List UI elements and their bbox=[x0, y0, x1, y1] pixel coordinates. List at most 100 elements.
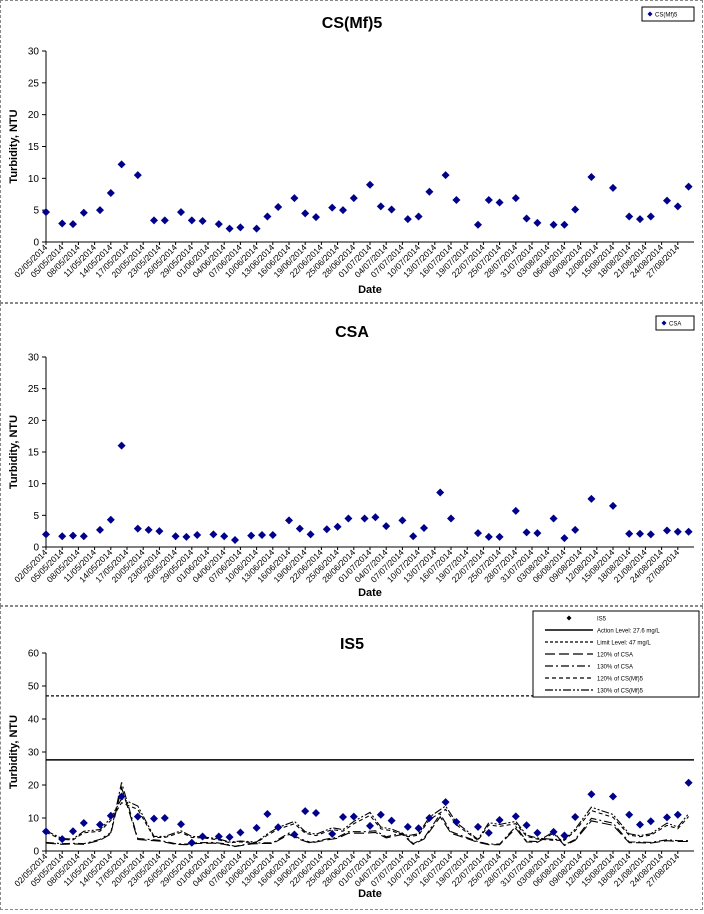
data-point bbox=[646, 530, 655, 539]
y-axis-label: Turbidity, NTU bbox=[8, 415, 20, 489]
data-point bbox=[587, 173, 596, 182]
data-point bbox=[268, 530, 277, 539]
data-point bbox=[155, 527, 164, 536]
data-point bbox=[587, 790, 596, 799]
y-tick-label: 60 bbox=[28, 649, 40, 660]
data-point bbox=[474, 529, 482, 538]
data-point bbox=[187, 838, 196, 847]
legend-box bbox=[641, 6, 695, 22]
legend-label: CSA bbox=[669, 322, 681, 328]
y-tick-label: 15 bbox=[28, 142, 40, 153]
data-point bbox=[96, 820, 104, 829]
data-point bbox=[625, 810, 634, 819]
data-point bbox=[571, 813, 580, 822]
data-point bbox=[420, 524, 428, 532]
legend-label: IS5 bbox=[597, 617, 607, 623]
data-point bbox=[214, 220, 223, 229]
data-point bbox=[646, 212, 655, 221]
legend-label: 130% of CSA bbox=[597, 665, 633, 671]
data-point bbox=[511, 506, 520, 515]
data-point bbox=[376, 810, 385, 819]
data-point bbox=[533, 828, 542, 837]
data-point bbox=[511, 812, 520, 821]
legend: CS(Mf)5 bbox=[641, 6, 695, 22]
data-point bbox=[549, 827, 558, 836]
data-point bbox=[663, 813, 671, 822]
legend-box bbox=[655, 315, 695, 331]
data-point bbox=[663, 526, 671, 535]
data-point bbox=[549, 514, 558, 523]
chart-panel-is5: IS5 0 10 20 30 40 50 60 02/05/2014 05/05/2014 08/0… bbox=[0, 606, 703, 910]
y-tick-label: 10 bbox=[28, 814, 40, 825]
data-point bbox=[571, 205, 580, 214]
data-point bbox=[290, 830, 299, 839]
y-tick-label: 10 bbox=[28, 479, 40, 490]
data-point bbox=[274, 202, 283, 211]
data-point bbox=[684, 527, 693, 536]
data-point bbox=[171, 532, 180, 541]
legend-label: Limit Level: 47 mg/L bbox=[597, 641, 651, 647]
data-point bbox=[484, 195, 493, 204]
data-point bbox=[295, 524, 304, 533]
y-tick-label: 30 bbox=[28, 353, 40, 364]
data-point bbox=[198, 832, 207, 841]
data-point bbox=[409, 532, 418, 541]
data-point bbox=[133, 812, 142, 821]
data-point bbox=[328, 203, 337, 212]
data-point bbox=[495, 198, 504, 207]
data-point bbox=[150, 814, 158, 823]
data-point bbox=[69, 220, 77, 229]
data-point bbox=[69, 531, 77, 540]
data-point bbox=[252, 823, 261, 832]
data-point bbox=[144, 525, 153, 534]
data-point bbox=[474, 220, 482, 229]
data-point bbox=[533, 218, 542, 227]
data-point bbox=[150, 216, 158, 225]
y-tick-label: 5 bbox=[33, 511, 39, 522]
data-point bbox=[274, 823, 283, 832]
data-point bbox=[366, 180, 374, 189]
legend-label: 130% of CS(Mf)5 bbox=[597, 689, 644, 695]
x-axis-label: Date bbox=[358, 284, 382, 296]
data-point bbox=[263, 810, 272, 819]
y-tick-label: 30 bbox=[28, 748, 40, 759]
data-point bbox=[117, 441, 126, 450]
data-point bbox=[398, 516, 407, 525]
data-point bbox=[495, 815, 504, 824]
data-point bbox=[387, 816, 396, 825]
chart-csa: CSA05101520253002/05/201405/05/201408/05… bbox=[8, 315, 695, 599]
series-line bbox=[45, 782, 689, 847]
data-point bbox=[484, 532, 493, 541]
legend-marker bbox=[566, 615, 572, 621]
data-point bbox=[636, 529, 644, 538]
data-point bbox=[549, 220, 558, 229]
legend-label: CS(Mf)5 bbox=[655, 13, 678, 19]
data-point bbox=[646, 817, 655, 826]
data-point bbox=[328, 829, 337, 838]
data-point bbox=[247, 531, 256, 540]
data-point bbox=[452, 817, 461, 826]
data-point bbox=[636, 820, 644, 829]
data-point bbox=[236, 223, 245, 232]
data-point bbox=[231, 536, 239, 545]
data-point bbox=[425, 187, 434, 196]
series-points bbox=[42, 160, 693, 233]
legend-marker bbox=[647, 11, 653, 17]
chart-panel-csa: CSA 0 5 10 15 20 25 30 02/05/2014 05/05/2014 08/05… bbox=[0, 303, 703, 606]
data-point bbox=[414, 212, 423, 221]
data-point bbox=[69, 827, 77, 836]
data-point bbox=[322, 525, 331, 534]
data-point bbox=[360, 514, 369, 523]
y-tick-label: 10 bbox=[28, 174, 40, 185]
data-point bbox=[214, 832, 223, 841]
data-point bbox=[79, 208, 88, 217]
legend-marker bbox=[661, 320, 667, 326]
y-tick-label: 25 bbox=[28, 384, 40, 395]
data-point bbox=[42, 827, 50, 836]
data-point bbox=[522, 821, 531, 830]
x-axis-label: Date bbox=[358, 587, 382, 599]
y-tick-label: 0 bbox=[33, 543, 39, 554]
series-points bbox=[42, 441, 693, 545]
data-point bbox=[349, 194, 358, 203]
data-point bbox=[58, 835, 67, 844]
